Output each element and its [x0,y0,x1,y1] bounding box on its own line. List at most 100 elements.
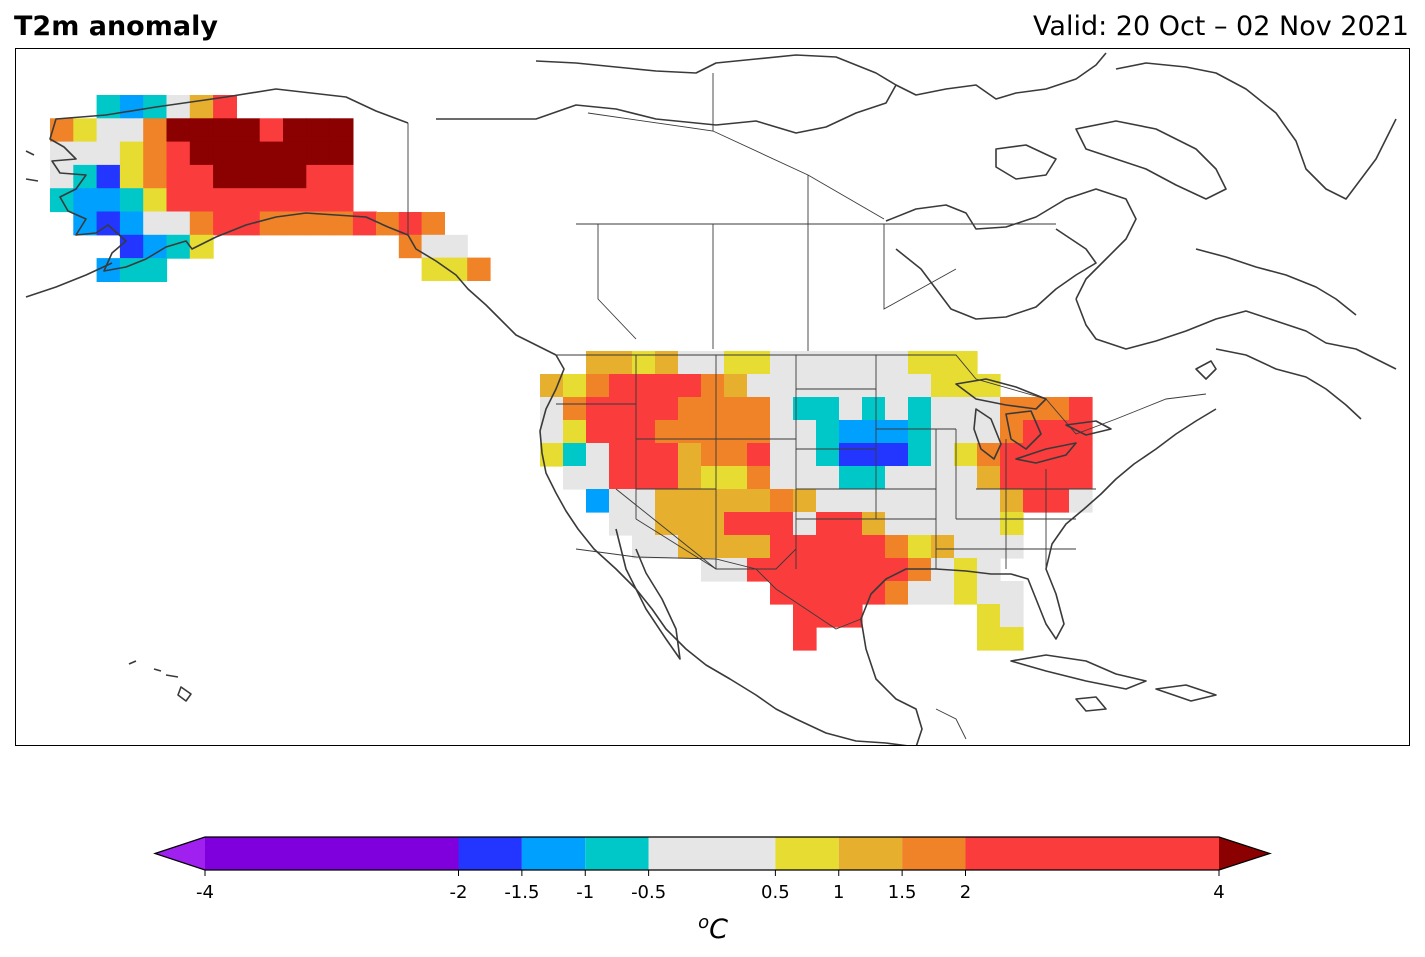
anomaly-cell [793,489,817,513]
anomaly-cell [816,489,840,513]
anomaly-cell [213,164,237,189]
anomaly-cell [793,558,817,582]
anomaly-cell [977,604,1001,628]
anomaly-cell [816,558,840,582]
anomaly-cell [862,512,886,536]
colorbar-tick-label: 1.5 [887,882,917,903]
anomaly-cell [701,512,725,536]
anomaly-cell [770,489,794,513]
anomaly-cell [50,118,74,143]
anomaly-cell [862,397,886,421]
anomaly-cell [1000,489,1024,513]
anomaly-cell [119,164,144,189]
anomaly-cell [701,535,725,559]
anomaly-cell [678,397,702,421]
anomaly-cell [655,443,679,467]
anomaly-cell [213,118,237,143]
anomaly-cell [816,420,840,444]
anomaly-cell [678,489,702,513]
anomaly-cell [724,466,748,490]
anomaly-cell [885,535,909,559]
anomaly-cell [609,489,633,513]
anomaly-cell [1046,489,1070,513]
colorbar-tick-label: 1 [833,882,845,903]
anomaly-cell [862,535,886,559]
anomaly-cell [816,374,840,398]
anomaly-cell [862,420,886,444]
anomaly-cell [143,211,168,236]
colorbar-tick-label: 2 [959,882,972,903]
anomaly-cell [977,627,1001,651]
anomaly-cell [609,351,633,375]
anomaly-cell [96,164,121,189]
anomaly-cell [655,535,679,559]
anomaly-cell [908,512,932,536]
anomaly-cell [954,512,978,536]
anomaly-cell [655,374,679,398]
anomaly-cell [632,535,656,559]
anomaly-cell [73,188,98,213]
colorbar-bin [458,837,522,870]
anomaly-cell [793,420,817,444]
anomaly-cell [793,374,817,398]
anomaly-cell [655,489,679,513]
colorbar-under-arrow [155,837,205,870]
colorbar-scale [153,836,1272,876]
anomaly-cell [236,118,261,143]
colorbar-bin [521,837,586,870]
anomaly-cell [908,535,932,559]
anomaly-cell [1046,466,1070,490]
anomaly-cell [352,211,377,236]
anomaly-cell [1069,443,1093,467]
anomaly-cell [816,466,840,490]
anomaly-cell [954,374,978,398]
anomaly-cell [931,466,955,490]
anomaly-cell [931,374,955,398]
anomaly-cell [908,489,932,513]
anomaly-cell [1023,420,1047,444]
anomaly-cell [793,351,817,375]
anomaly-cell [119,95,144,119]
anomaly-cell [954,581,978,605]
anomaly-cell [655,351,679,375]
anomaly-cell [259,118,284,143]
anomaly-cell [143,188,168,213]
colorbar-tick-label: -4 [196,882,214,903]
anomaly-cell [816,443,840,467]
anomaly-cell [793,397,817,421]
anomaly-cell [1000,581,1024,605]
colorbar-tick-label: -2 [449,882,468,903]
anomaly-cell [166,211,191,236]
anomaly-cell [977,420,1001,444]
anomaly-cell [421,234,445,259]
anomaly-cell [770,443,794,467]
anomaly-cell [977,581,1001,605]
colorbar-tick-label: 0.5 [761,882,790,903]
valid-period: Valid: 20 Oct – 02 Nov 2021 [1033,11,1409,42]
anomaly-cell [747,351,771,375]
anomaly-cell [793,604,817,628]
anomaly-cell [259,188,284,213]
anomaly-cell [747,374,771,398]
anomaly-cell [189,211,214,236]
anomaly-cell [189,118,214,143]
anomaly-cell [701,443,725,467]
anomaly-cell [747,512,771,536]
anomaly-cell [632,397,656,421]
anomaly-cell [213,95,237,119]
colorbar-bin [205,837,459,870]
anomaly-cell [954,420,978,444]
colorbar-bin [902,837,966,870]
anomaly-cell [655,512,679,536]
anomaly-cell [954,443,978,467]
anomaly-cell [701,489,725,513]
anomaly-cell [816,535,840,559]
anomaly-cell [862,558,886,582]
colorbar: -4 -2 -1.5 -1 -0.5 0.5 1 1.5 2 4 [150,832,1280,942]
anomaly-cell [885,512,909,536]
anomaly-cell [954,397,978,421]
anomaly-cell [563,397,587,421]
anomaly-cell [724,443,748,467]
anomaly-cell [166,95,191,119]
anomaly-cell [885,374,909,398]
